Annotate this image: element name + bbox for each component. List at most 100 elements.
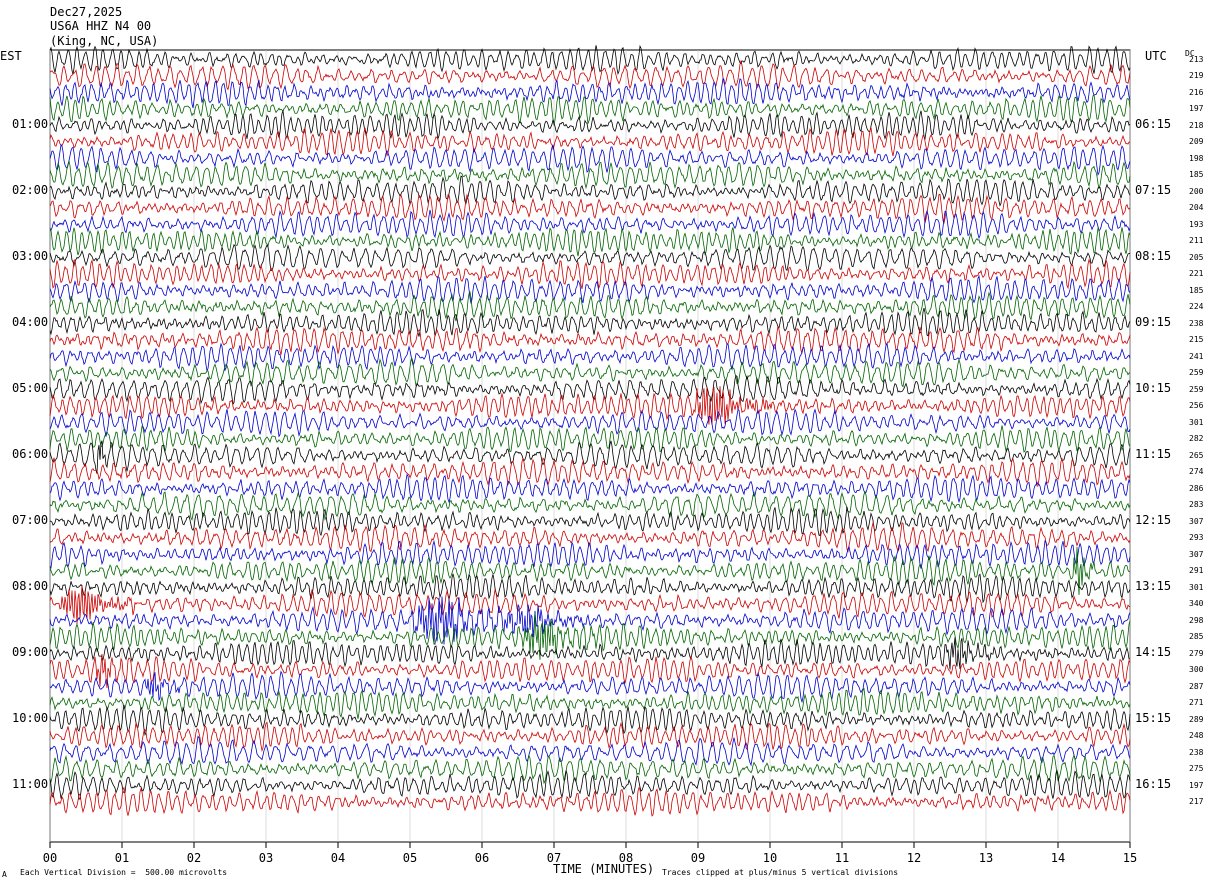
x-tick-label: 11 — [835, 851, 849, 865]
x-tick-label: 12 — [907, 851, 921, 865]
dc-value: 224 — [1189, 302, 1204, 311]
trace-line — [49, 769, 1131, 800]
x-axis-label: TIME (MINUTES) — [553, 862, 655, 876]
x-tick-label: 14 — [1051, 851, 1065, 865]
trace-line — [49, 175, 1131, 207]
x-axis-ticks: 00 01 02 03 04 05 06 07 08 09 10 11 12 13 14 15 — [43, 842, 1137, 865]
left-axis-label: EST — [0, 49, 22, 63]
trace-line — [49, 521, 1131, 553]
right-time-label: 13:15 — [1135, 578, 1172, 593]
trace-line — [49, 374, 1131, 406]
trace-line — [49, 408, 1131, 438]
dc-value: 259 — [1189, 384, 1204, 394]
right-time-label: 12:15 — [1135, 512, 1172, 527]
trace-line — [49, 77, 1131, 108]
trace-line — [49, 506, 1131, 537]
x-tick-label: 15 — [1123, 851, 1137, 865]
trace-line — [49, 386, 1131, 425]
scale-note: Each Vertical Division = 500.00 microvol… — [20, 868, 228, 877]
trace-line — [49, 546, 1131, 596]
dc-value: 301 — [1189, 417, 1204, 427]
trace-line — [49, 473, 1131, 504]
x-tick-label: 09 — [691, 851, 705, 865]
x-tick-label: 10 — [763, 851, 777, 865]
trace-line — [49, 193, 1131, 225]
trace-line — [49, 357, 1131, 388]
trace-line — [49, 44, 1131, 76]
trace-line — [49, 539, 1131, 569]
dc-value: 241 — [1189, 351, 1204, 361]
dc-value: 216 — [1189, 87, 1204, 97]
dc-value: 282 — [1189, 434, 1204, 443]
trace-line — [49, 325, 1131, 355]
dc-value: 204 — [1189, 203, 1204, 212]
dc-value: 185 — [1189, 170, 1204, 179]
dc-value: 259 — [1189, 368, 1204, 377]
trace-line — [49, 687, 1131, 719]
dc-value: 221 — [1189, 269, 1204, 278]
trace-line — [49, 209, 1131, 240]
right-time-label: 09:15 — [1135, 314, 1172, 329]
x-tick-label: 02 — [187, 851, 201, 865]
dc-value: 279 — [1189, 648, 1204, 658]
x-tick-label: 06 — [475, 851, 489, 865]
right-time-label: 06:15 — [1135, 116, 1172, 131]
left-time-label: 08:00 — [12, 578, 49, 593]
trace-line — [49, 704, 1131, 737]
x-tick-label: 01 — [115, 851, 129, 865]
left-time-label: 06:00 — [12, 446, 49, 461]
left-time-label: 03:00 — [12, 248, 49, 263]
dc-value: 274 — [1189, 467, 1204, 476]
right-time-label: 07:15 — [1135, 182, 1172, 197]
dc-value: 340 — [1189, 599, 1204, 608]
dc-value: 283 — [1189, 500, 1204, 509]
trace-line — [49, 59, 1131, 91]
left-time-label: 01:00 — [12, 116, 49, 131]
trace-line — [49, 227, 1131, 257]
dc-value: 217 — [1189, 797, 1204, 806]
x-tick-label: 07 — [547, 851, 561, 865]
right-time-label: 14:15 — [1135, 644, 1172, 659]
trace-line — [49, 721, 1131, 753]
trace-line — [49, 670, 1131, 704]
dc-value: 197 — [1189, 780, 1204, 790]
dc-value: 291 — [1189, 566, 1204, 575]
right-time-label: 16:15 — [1135, 776, 1172, 791]
dc-value: 209 — [1189, 137, 1204, 146]
dc-value: 218 — [1189, 120, 1204, 130]
header-station: US6A HHZ N4 00 — [50, 19, 152, 33]
trace-line — [49, 753, 1131, 785]
dc-value: 193 — [1189, 219, 1204, 229]
trace-line — [49, 143, 1131, 176]
right-time-label: 15:15 — [1135, 710, 1172, 725]
trace-line — [49, 637, 1131, 670]
dc-value: 198 — [1189, 153, 1204, 163]
trace-line — [49, 612, 1131, 660]
dc-value: 265 — [1189, 450, 1204, 460]
trace-line — [49, 258, 1131, 290]
trace-line — [49, 109, 1131, 141]
dc-value: 219 — [1189, 71, 1204, 80]
dc-value: 238 — [1189, 747, 1204, 757]
trace-line — [49, 584, 1131, 625]
trace-line — [49, 160, 1131, 190]
right-axis-label: UTC — [1145, 49, 1167, 63]
dc-label: DC — [1185, 49, 1195, 58]
dc-value: 275 — [1189, 764, 1204, 773]
trace-line — [49, 490, 1131, 521]
dc-value: 238 — [1189, 318, 1204, 328]
x-tick-label: 00 — [43, 851, 57, 865]
trace-line — [49, 457, 1131, 487]
trace-line — [49, 127, 1131, 157]
trace-line — [49, 290, 1131, 322]
trace-line — [49, 342, 1131, 373]
left-time-label: 09:00 — [12, 644, 49, 659]
dc-value: 307 — [1189, 549, 1204, 559]
left-time-label: 10:00 — [12, 710, 49, 725]
dc-value: 197 — [1189, 104, 1204, 113]
right-time-label: 10:15 — [1135, 380, 1172, 395]
dc-value: 213 — [1189, 54, 1204, 64]
trace-line — [49, 93, 1131, 126]
trace-line — [49, 735, 1131, 767]
